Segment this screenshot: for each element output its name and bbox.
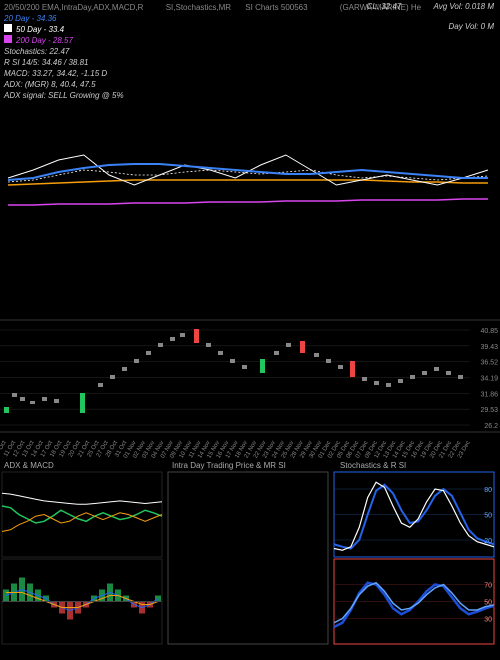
svg-text:50: 50: [484, 600, 492, 607]
svg-text:31.86: 31.86: [480, 391, 498, 398]
svg-text:80: 80: [484, 487, 492, 494]
svg-text:40.85: 40.85: [480, 328, 498, 335]
svg-text:39.43: 39.43: [480, 344, 498, 351]
svg-text:Intra Day Trading Price & M: Intra Day Trading Price & MR SI: [172, 461, 286, 470]
svg-text:26.2: 26.2: [484, 423, 498, 430]
svg-text:30: 30: [484, 617, 492, 624]
svg-text:50: 50: [484, 513, 492, 520]
svg-text:70: 70: [484, 583, 492, 590]
svg-text:Stochastics & R SI: Stochastics & R SI: [340, 461, 406, 470]
svg-text:34.19: 34.19: [480, 376, 498, 383]
svg-text:ADX & MACD: ADX & MACD: [4, 461, 54, 470]
svg-text:29.53: 29.53: [480, 407, 498, 414]
header-right: CL: 32.47 Avg Vol: 0.018 M Day Vol: 0 M: [367, 2, 494, 31]
svg-text:20: 20: [484, 538, 492, 545]
svg-text:36.52: 36.52: [480, 360, 498, 367]
